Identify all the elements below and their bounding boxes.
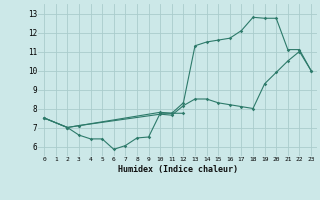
X-axis label: Humidex (Indice chaleur): Humidex (Indice chaleur) [118, 165, 238, 174]
